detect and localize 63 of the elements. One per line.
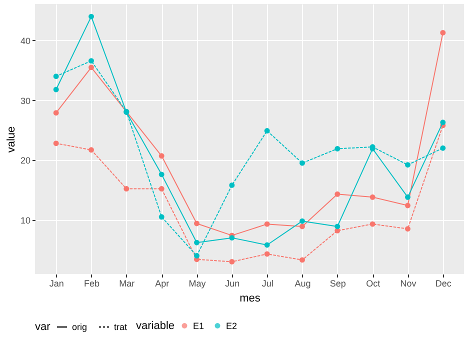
point <box>405 202 410 208</box>
x-axis-title: mes <box>240 292 261 304</box>
point <box>264 221 270 227</box>
point <box>405 162 410 168</box>
point <box>229 259 235 264</box>
point <box>300 257 305 263</box>
text: var <box>35 321 51 333</box>
x-tick-label: Apr <box>155 278 170 288</box>
y-axis-title: value <box>5 126 18 153</box>
point <box>158 214 164 220</box>
point <box>370 194 376 200</box>
point <box>158 153 164 159</box>
x-tick-label: Jun <box>225 278 240 288</box>
point <box>440 120 446 126</box>
point <box>264 128 270 134</box>
point <box>194 240 200 246</box>
point <box>440 145 446 151</box>
point <box>334 191 340 197</box>
text: trat <box>114 322 128 332</box>
legend-title: variable <box>136 320 175 332</box>
x-tick-label: May <box>188 278 206 288</box>
point <box>88 14 94 20</box>
x-tick-label: Nov <box>400 278 417 288</box>
point <box>264 251 270 257</box>
point <box>405 226 410 232</box>
y-tick-label: 40 <box>20 36 30 46</box>
point <box>264 242 270 248</box>
point <box>53 110 59 116</box>
point <box>88 64 94 70</box>
point <box>194 220 200 226</box>
point <box>158 186 164 192</box>
y-tick-label: 30 <box>20 96 30 106</box>
point <box>300 218 305 224</box>
legend-label: E1 <box>193 320 204 331</box>
point <box>300 160 305 166</box>
x-tick-label: Mar <box>119 278 135 288</box>
point <box>229 182 235 188</box>
point <box>405 194 410 200</box>
x-tick-label: Aug <box>294 278 311 288</box>
x-tick-label: Dec <box>435 278 452 288</box>
x-tick-label: Feb <box>84 278 100 288</box>
point <box>229 235 235 241</box>
y-tick-label: 20 <box>20 156 30 166</box>
x-tick-label: Sep <box>330 278 346 288</box>
point <box>194 253 200 258</box>
point <box>88 147 94 153</box>
x-tick-label: Oct <box>366 278 381 288</box>
point <box>334 224 340 230</box>
y-tick-label: 10 <box>20 215 30 226</box>
point <box>440 30 446 36</box>
point <box>124 186 130 192</box>
point <box>334 146 340 152</box>
point <box>300 224 305 230</box>
point <box>158 172 164 178</box>
point <box>53 140 59 146</box>
point <box>53 74 59 80</box>
point <box>88 58 94 64</box>
text: orig <box>72 322 88 332</box>
point <box>53 86 59 92</box>
x-tick-label: Jan <box>49 278 64 288</box>
point <box>370 221 376 227</box>
x-tick-label: Jul <box>262 278 274 288</box>
legend-label: E2 <box>226 320 238 331</box>
